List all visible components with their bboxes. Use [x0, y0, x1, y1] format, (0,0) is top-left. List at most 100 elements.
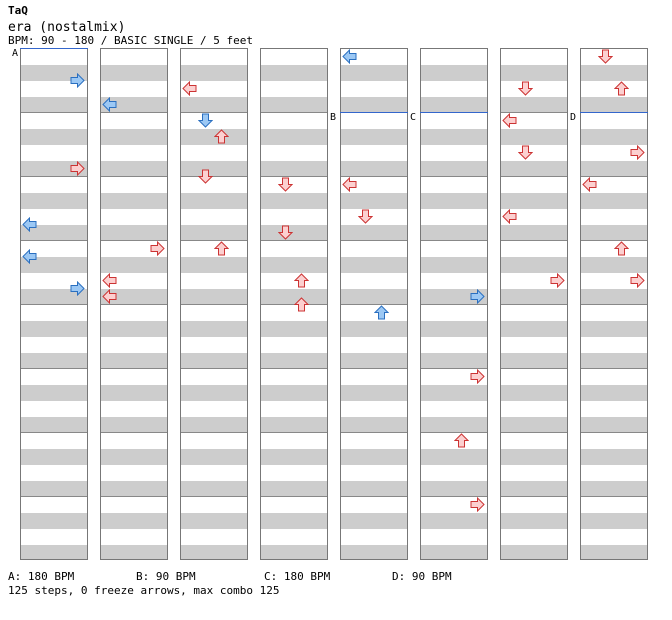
beat-band [101, 193, 167, 209]
measure-line [261, 304, 327, 305]
beat-band [581, 305, 647, 321]
beat-band [181, 465, 247, 481]
measure-line [581, 176, 647, 177]
measure-line [421, 496, 487, 497]
beat-band [341, 177, 407, 193]
beat-band [101, 145, 167, 161]
section-marker-d: D [570, 112, 577, 123]
beat-band [341, 433, 407, 449]
beat-band [421, 513, 487, 529]
beat-band [261, 97, 327, 113]
beat-band [341, 289, 407, 305]
artist-name: TaQ [8, 4, 28, 17]
beat-band [581, 433, 647, 449]
beat-band [261, 193, 327, 209]
beat-band [581, 209, 647, 225]
beat-band [341, 161, 407, 177]
chart-column-4 [260, 48, 328, 560]
chart-column-6 [420, 48, 488, 560]
beat-band [581, 257, 647, 273]
beat-band [21, 129, 87, 145]
beat-band [341, 337, 407, 353]
beat-band [21, 449, 87, 465]
arrow-left-icon [502, 113, 517, 128]
beat-band [21, 145, 87, 161]
beat-band [261, 353, 327, 369]
beat-band [101, 401, 167, 417]
beat-band [181, 513, 247, 529]
beat-band [181, 401, 247, 417]
bpm-legend-c: C: 180 BPM [264, 570, 331, 583]
beat-band [501, 545, 567, 559]
beat-band [21, 241, 87, 257]
beat-band [101, 81, 167, 97]
beat-band [21, 321, 87, 337]
beat-band [501, 481, 567, 497]
beat-band [421, 81, 487, 97]
beat-band [501, 65, 567, 81]
chart-column-8 [580, 48, 648, 560]
beat-band [421, 481, 487, 497]
beat-band [421, 241, 487, 257]
arrow-left-icon [102, 97, 117, 112]
chart-column-3 [180, 48, 248, 560]
measure-line [101, 432, 167, 433]
bpm-legend-d: D: 90 BPM [392, 570, 452, 583]
beat-band [181, 113, 247, 129]
measure-line [181, 240, 247, 241]
beat-band [101, 97, 167, 113]
measure-line [501, 368, 567, 369]
beat-band [421, 177, 487, 193]
bpm-change-line [420, 112, 488, 113]
measure-line [501, 112, 567, 113]
beat-band [21, 417, 87, 433]
bpm-change-line [580, 112, 648, 113]
beat-band [501, 337, 567, 353]
arrow-up-icon [454, 433, 469, 448]
beat-band [421, 321, 487, 337]
beat-band [181, 305, 247, 321]
measure-line [21, 496, 87, 497]
measure-line [181, 368, 247, 369]
bpm-change-line [340, 112, 408, 113]
beat-band [581, 369, 647, 385]
beat-band [341, 241, 407, 257]
measure-line [21, 304, 87, 305]
measure-line [101, 112, 167, 113]
beat-band [101, 129, 167, 145]
beat-band [101, 465, 167, 481]
beat-band [261, 289, 327, 305]
beat-band [101, 353, 167, 369]
arrow-up-icon [614, 81, 629, 96]
beat-band [261, 497, 327, 513]
chart-column-5 [340, 48, 408, 560]
beat-band [261, 481, 327, 497]
beat-band [341, 529, 407, 545]
beat-band [261, 417, 327, 433]
beat-band [341, 225, 407, 241]
beat-band [181, 497, 247, 513]
beat-band [101, 161, 167, 177]
beat-band [21, 529, 87, 545]
measure-line [261, 432, 327, 433]
measure-line [421, 240, 487, 241]
beat-band [421, 449, 487, 465]
arrow-left-icon [342, 49, 357, 64]
chart-column-2 [100, 48, 168, 560]
beat-band [341, 385, 407, 401]
measure-line [101, 176, 167, 177]
measure-line [21, 240, 87, 241]
beat-band [421, 353, 487, 369]
arrow-left-icon [502, 209, 517, 224]
beat-band [421, 529, 487, 545]
beat-band [21, 369, 87, 385]
beat-band [101, 481, 167, 497]
beat-band [21, 209, 87, 225]
beat-band [101, 113, 167, 129]
beat-band [581, 497, 647, 513]
measure-line [261, 496, 327, 497]
chart-column-1 [20, 48, 88, 560]
beat-band [421, 209, 487, 225]
beat-band [501, 465, 567, 481]
beat-band [581, 177, 647, 193]
